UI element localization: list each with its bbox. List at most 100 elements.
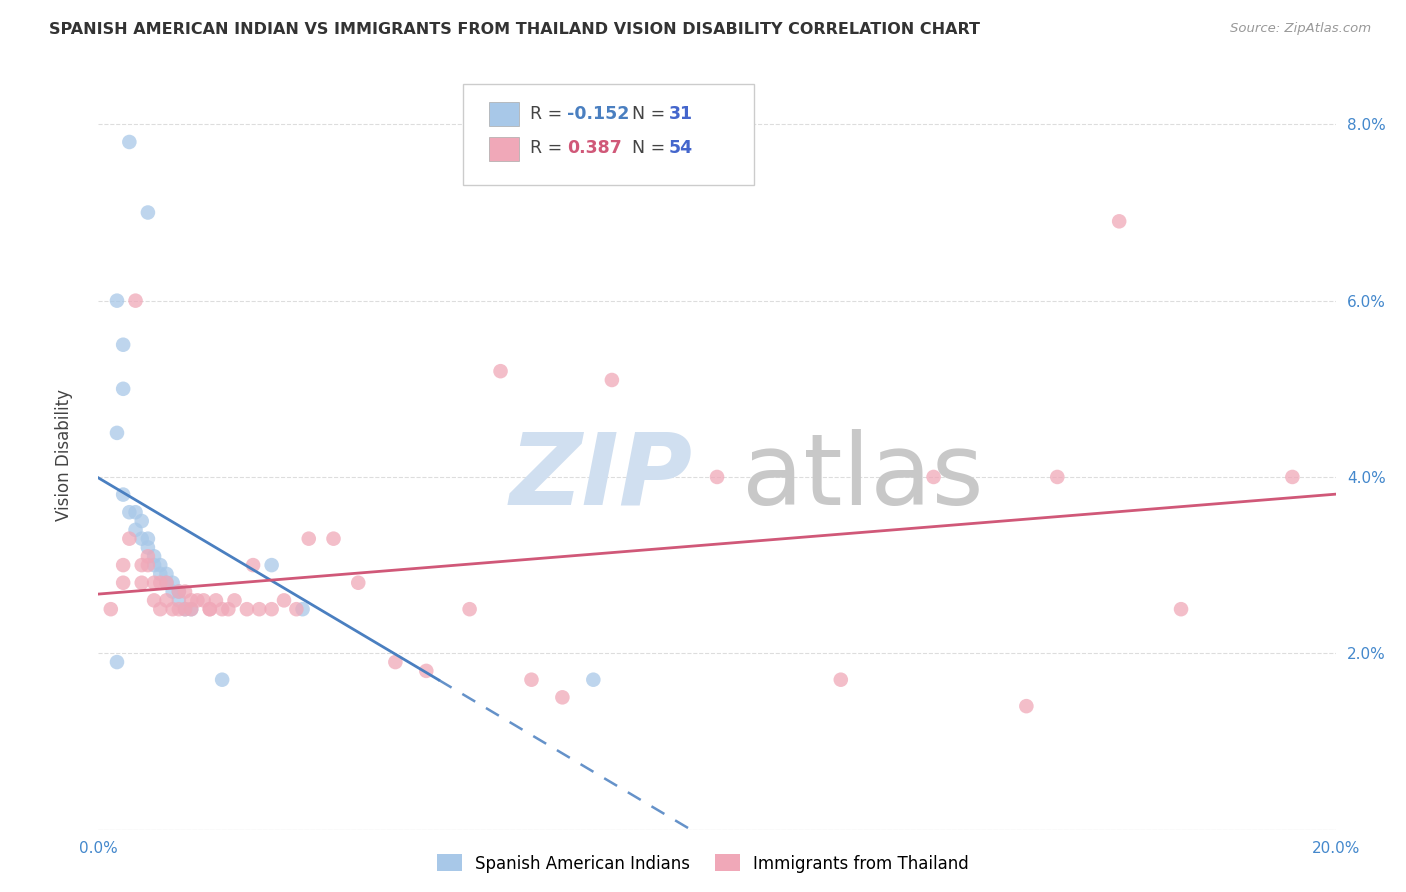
Point [118, 532, 141, 546]
Point [582, 673, 605, 687]
Point [198, 602, 221, 616]
Point [136, 541, 159, 555]
Point [247, 602, 270, 616]
Point [273, 593, 295, 607]
Point [100, 602, 122, 616]
Point [198, 602, 221, 616]
Point [136, 532, 159, 546]
Point [1170, 602, 1192, 616]
Point [162, 584, 184, 599]
Point [180, 602, 202, 616]
Point [136, 205, 159, 219]
Point [131, 575, 153, 590]
Text: N =: N = [631, 105, 671, 123]
Point [112, 487, 135, 501]
Point [706, 470, 728, 484]
Point [193, 593, 215, 607]
Text: 0.387: 0.387 [568, 139, 621, 158]
FancyBboxPatch shape [464, 84, 754, 186]
Legend: Spanish American Indians, Immigrants from Thailand: Spanish American Indians, Immigrants fro… [430, 847, 976, 880]
Point [830, 673, 852, 687]
Point [149, 575, 172, 590]
Point [1281, 470, 1303, 484]
Text: -0.152: -0.152 [568, 105, 630, 123]
Point [211, 602, 233, 616]
Point [105, 425, 128, 440]
Text: R =: R = [530, 139, 568, 158]
Point [131, 514, 153, 528]
Point [155, 593, 177, 607]
Point [1015, 699, 1038, 714]
Point [520, 673, 543, 687]
Point [124, 523, 146, 537]
Point [149, 566, 172, 581]
Point [922, 470, 945, 484]
Point [174, 602, 197, 616]
Point [162, 575, 184, 590]
Point [143, 549, 166, 564]
Point [149, 558, 172, 573]
Point [112, 337, 135, 351]
FancyBboxPatch shape [489, 137, 519, 161]
Point [105, 655, 128, 669]
Point [180, 602, 202, 616]
Point [291, 602, 314, 616]
Point [167, 584, 190, 599]
Point [105, 293, 128, 308]
Point [211, 673, 233, 687]
Point [143, 593, 166, 607]
Point [1046, 470, 1069, 484]
Point [155, 566, 177, 581]
Point [298, 532, 321, 546]
Point [260, 602, 283, 616]
Point [174, 584, 197, 599]
Point [143, 558, 166, 573]
Point [489, 364, 512, 378]
Point [551, 690, 574, 705]
Point [155, 575, 177, 590]
Text: SPANISH AMERICAN INDIAN VS IMMIGRANTS FROM THAILAND VISION DISABILITY CORRELATIO: SPANISH AMERICAN INDIAN VS IMMIGRANTS FR… [49, 22, 980, 37]
Text: 31: 31 [669, 105, 693, 123]
Point [112, 558, 135, 573]
Point [124, 505, 146, 519]
Point [131, 532, 153, 546]
Point [112, 575, 135, 590]
Point [285, 602, 308, 616]
Text: 54: 54 [669, 139, 693, 158]
Point [118, 505, 141, 519]
Point [155, 575, 177, 590]
Point [162, 602, 184, 616]
Y-axis label: Vision Disability: Vision Disability [55, 389, 73, 521]
Point [186, 593, 208, 607]
Point [174, 602, 197, 616]
Point [136, 549, 159, 564]
Point [600, 373, 623, 387]
Point [136, 558, 159, 573]
Point [347, 575, 370, 590]
Point [1108, 214, 1130, 228]
Point [167, 593, 190, 607]
Point [224, 593, 246, 607]
Point [205, 593, 228, 607]
Text: N =: N = [631, 139, 671, 158]
FancyBboxPatch shape [489, 102, 519, 126]
Point [242, 558, 264, 573]
Text: Source: ZipAtlas.com: Source: ZipAtlas.com [1230, 22, 1371, 36]
Point [167, 584, 190, 599]
Point [458, 602, 481, 616]
Text: atlas: atlas [742, 429, 983, 526]
Point [322, 532, 344, 546]
Point [217, 602, 239, 616]
Text: R =: R = [530, 105, 568, 123]
Point [112, 382, 135, 396]
Point [167, 602, 190, 616]
Point [124, 293, 146, 308]
Point [384, 655, 406, 669]
Point [236, 602, 259, 616]
Text: ZIP: ZIP [509, 429, 692, 526]
Point [143, 575, 166, 590]
Point [118, 135, 141, 149]
Point [415, 664, 437, 678]
Point [260, 558, 283, 573]
Point [149, 602, 172, 616]
